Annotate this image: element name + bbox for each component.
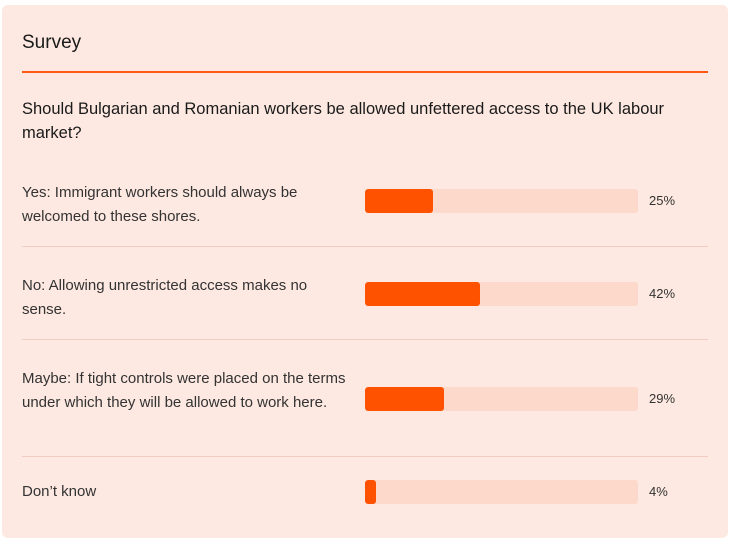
result-bar-fill (365, 282, 480, 306)
title-divider (22, 71, 708, 73)
option-label: Yes: Immigrant workers should always be … (22, 184, 298, 225)
survey-title: Survey (22, 32, 82, 53)
option-divider (22, 246, 708, 247)
option-divider (22, 339, 708, 340)
survey-option-yes[interactable]: Yes: Immigrant workers should always be … (22, 181, 708, 247)
survey-option-dont-know[interactable]: Don’t know 4% (22, 457, 708, 517)
option-percent: 29% (649, 391, 676, 406)
option-label: Don’t know (22, 483, 97, 500)
result-bar-track (365, 189, 638, 213)
option-percent: 4% (649, 484, 668, 499)
survey-question: Should Bulgarian and Romanian workers be… (22, 100, 665, 142)
option-divider (22, 456, 708, 457)
result-bar-fill (365, 387, 445, 411)
option-label: No: Allowing unrestricted access makes n… (22, 277, 308, 318)
survey-option-no[interactable]: No: Allowing unrestricted access makes n… (22, 247, 708, 340)
option-percent: 42% (649, 286, 676, 301)
result-bar-track (365, 387, 638, 411)
result-bar-fill (365, 189, 434, 213)
result-bar-track (365, 480, 638, 504)
option-label: Maybe: If tight controls were placed on … (22, 370, 346, 411)
result-bar-track (365, 282, 638, 306)
survey-card: Survey Should Bulgarian and Romanian wor… (2, 5, 728, 538)
option-percent: 25% (649, 193, 676, 208)
result-bar-fill (365, 480, 376, 504)
survey-option-maybe[interactable]: Maybe: If tight controls were placed on … (22, 340, 708, 457)
